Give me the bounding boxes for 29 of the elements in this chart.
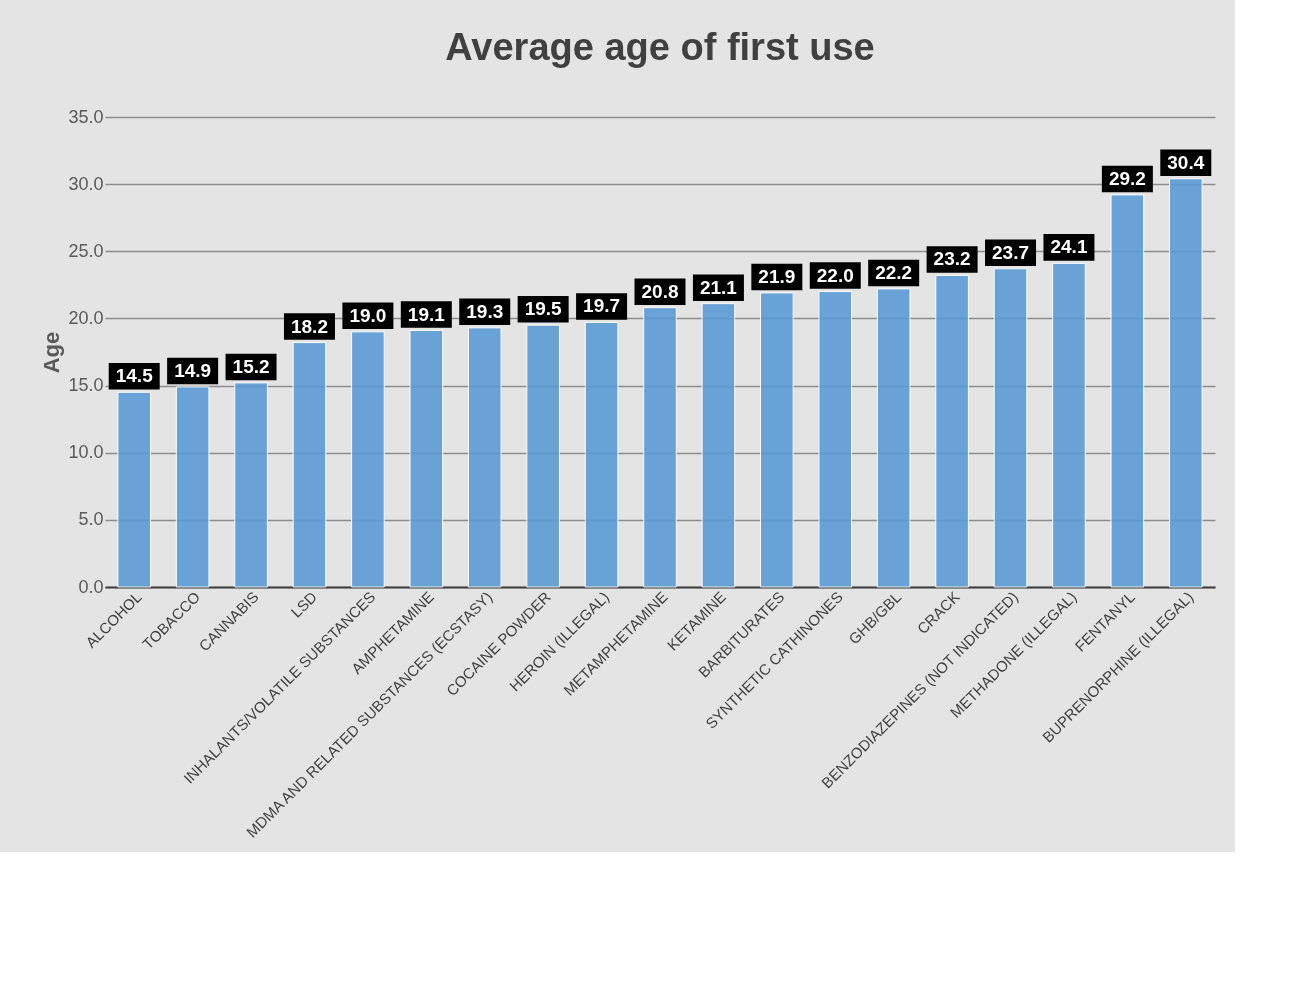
data-label: 19.7: [583, 295, 621, 317]
y-tick-label: 30.0: [68, 173, 104, 194]
data-label: 15.2: [232, 355, 270, 377]
data-label: 18.2: [290, 315, 328, 337]
y-tick-label: 35.0: [68, 106, 104, 127]
chart-title: Average age of first use: [445, 26, 875, 68]
data-label: 19.3: [466, 300, 504, 322]
data-label: 20.8: [641, 280, 679, 302]
y-axis-title: Age: [39, 331, 65, 374]
y-tick-label: 25.0: [68, 240, 104, 261]
data-label: 14.9: [174, 359, 212, 381]
data-label: 23.7: [992, 241, 1030, 263]
y-tick-label: 0.0: [78, 576, 104, 597]
data-label: 14.5: [115, 365, 154, 387]
data-label: 19.5: [524, 298, 563, 320]
data-label: 21.9: [758, 265, 796, 287]
y-tick-label: 20.0: [68, 307, 104, 328]
y-tick-label: 15.0: [68, 375, 104, 396]
y-tick-label: 10.0: [68, 442, 104, 463]
data-label: 19.0: [349, 304, 387, 326]
data-label: 22.2: [875, 261, 913, 283]
data-label: 24.1: [1050, 236, 1088, 258]
data-label: 21.1: [699, 276, 738, 298]
data-label: 19.1: [407, 303, 446, 325]
y-tick-label: 5.0: [78, 509, 104, 530]
data-label: 22.0: [816, 264, 854, 286]
data-label: 29.2: [1108, 167, 1146, 189]
data-label: 23.2: [933, 248, 971, 270]
data-label: 30.4: [1167, 151, 1205, 173]
